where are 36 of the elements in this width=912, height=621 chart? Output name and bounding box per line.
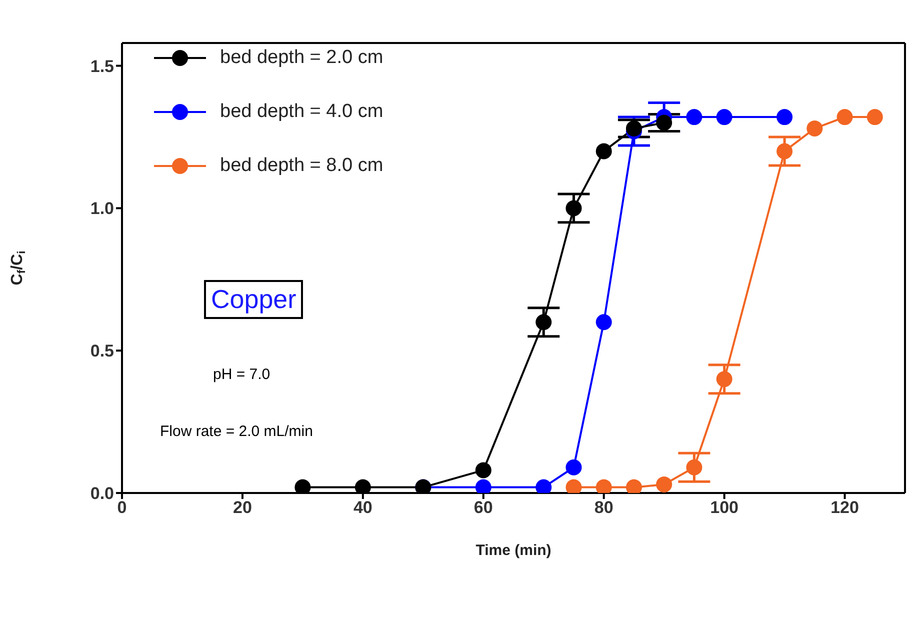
point	[475, 462, 492, 478]
legend-label: bed depth = 4.0 cm	[220, 101, 384, 123]
point	[596, 143, 612, 160]
point	[866, 109, 883, 126]
point	[536, 314, 552, 330]
point	[656, 476, 672, 492]
point	[686, 109, 702, 126]
point	[566, 200, 582, 216]
x-axis-title: Time (min)	[476, 542, 552, 559]
x-tick-label: 0	[117, 498, 127, 518]
point	[776, 143, 793, 160]
y-tick-label: 1.5	[90, 56, 114, 76]
x-tick-label: 80	[594, 498, 614, 518]
annotation: Copper	[204, 280, 304, 320]
x-tick-label: 100	[710, 498, 738, 518]
point	[686, 459, 702, 476]
x-tick-label: 20	[233, 498, 252, 518]
point	[836, 109, 853, 126]
y-tick-label: 0.0	[90, 484, 114, 504]
point	[566, 459, 582, 476]
x-tick-label: 120	[830, 498, 859, 518]
point	[656, 114, 672, 131]
annotation: pH = 7.0	[213, 366, 270, 384]
x-tick-label: 60	[474, 498, 493, 518]
x-tick-label: 40	[353, 498, 372, 518]
point	[626, 120, 642, 136]
point	[776, 109, 793, 126]
legend-label: bed depth = 2.0 cm	[220, 47, 384, 69]
y-tick-label: 1.0	[90, 199, 114, 218]
y-tick-label: 0.5	[90, 342, 114, 361]
point	[716, 109, 732, 126]
point	[716, 371, 732, 388]
annotation: Flow rate = 2.0 mL/min	[160, 423, 313, 441]
point	[596, 314, 612, 330]
legend-label: bed depth = 8.0 cm	[220, 155, 384, 177]
point	[806, 120, 823, 136]
